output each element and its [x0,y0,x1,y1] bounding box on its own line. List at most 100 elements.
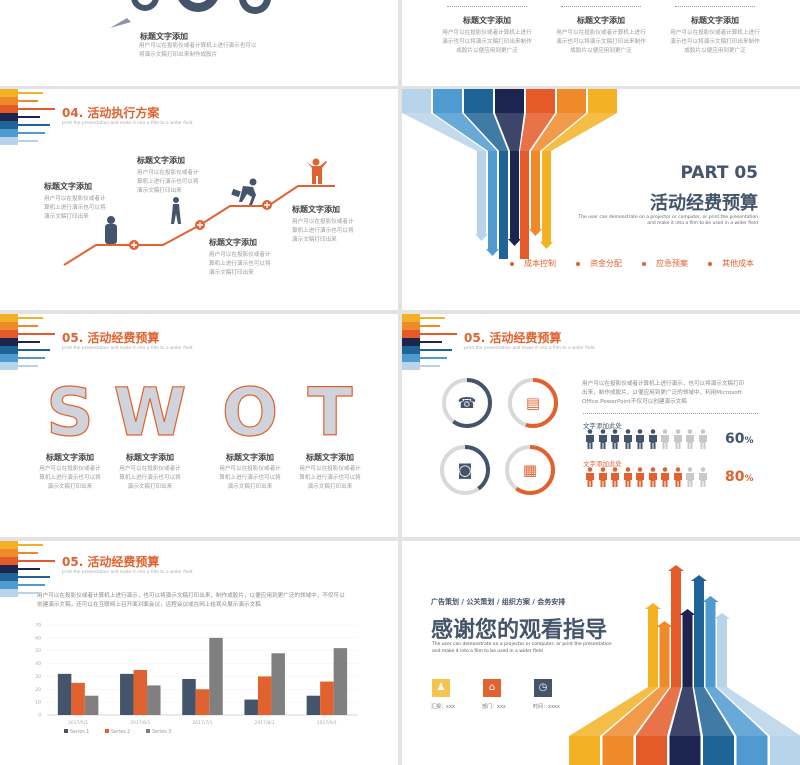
person-icon [661,467,669,487]
person-icon [698,429,707,449]
bar [182,679,196,715]
meta-label: 部门：xxx [482,704,506,710]
rocket-icon [110,18,131,28]
text-line: 用户可以在投影仪或者计 [219,466,281,472]
legend-label: Series 2 [111,729,130,735]
dotted-divider [583,413,758,414]
bullet-label: 资金分配 [590,259,622,268]
progress-ring: ▤ [508,378,558,428]
swot-item: 标题文字添加 用户可以在投影仪或者计 算机上进行演示也可以将 演示文稿打印出来 [205,452,295,492]
column-1: 标题文字添加 用户可以在投影仪或者计算机上进行 演示也可以将演示文稿打印出来制作成… [546,15,656,56]
y-tick-label: 20 [35,687,41,693]
slide-title: 05. 活动经费预算 [464,331,562,345]
slide-title: 05. 活动经费预算 [62,555,160,569]
desc-line: 用户可以在投影仪或者计算机上进行演示，也可以将演示文稿打印出来，制作成胶片，以便… [37,593,345,599]
text-line: 演示也可以将演示文稿打印出来制作 [556,39,646,45]
text-line: 将演示文稿打印出来制作成胶片 [139,52,218,58]
legend-swatch [105,729,109,733]
rising-arrows-graphic [569,565,800,765]
step-0: 标题文字添加 用户可以在投影仪或者计 算机上进行演示也可以将 演示文稿打印出来 [44,181,106,222]
text-line: 用户可以在投影仪或者计 [44,196,106,202]
meta-label: 时间：xxxx [533,704,560,710]
person-icon [648,467,657,487]
text-line: 算机上进行演示也可以将 [39,475,101,481]
people-row [585,467,710,487]
text-line: 算机上进行演示也可以将 [209,261,271,267]
y-tick-label: 30 [35,674,41,680]
text-line: 算机上进行演示也可以将 [292,228,354,234]
slide-part05: PART 05 活动经费预算 The user can demonstrate … [402,89,800,310]
bullet-dot-icon [708,261,712,266]
desc-line: and make it into a film to be used in a … [432,648,543,654]
swot-item: 标题文字添加 用户可以在投影仪或者计 算机上进行演示也可以将 演示文稿打印出来 [25,452,115,492]
desc-line: The user can demonstrate on a projector … [578,215,758,220]
slide-subtitle: print the presentation and make it into … [464,346,595,351]
text-line: 演示也可以将演示文稿打印出来制作 [670,39,760,45]
person-icon [623,429,632,449]
bar [147,685,161,715]
person-icon [698,467,707,487]
swot-letter: W [113,374,187,451]
title: 标题文字添加 [140,32,188,41]
text-line: 演示文稿打印出来 [209,270,254,276]
person-icon [598,429,607,449]
radio-icon: ▦ [523,461,537,479]
text-line: 用户可以在投影仪或者计 [39,466,101,472]
slide-gears: 标题文字添加 用户可以在投影仪或者计算机上进行演示也可以 将演示文稿打印出来制作… [0,0,398,86]
text-line: 算机上进行演示也可以将 [44,205,106,211]
text-line: 用户可以在投影仪或者计算机上进行 [556,30,646,36]
step-3: 标题文字添加 用户可以在投影仪或者计 算机上进行演示也可以将 演示文稿打印出来 [292,204,354,245]
bullet-dot-icon [510,261,514,266]
swot-letter: S [46,374,95,451]
text-line: 演示文稿打印出来 [292,237,337,243]
progress-ring: ▦ [505,445,555,495]
stripes-decoration [0,541,55,597]
x-tick-label: 2017/6/1 [130,720,150,726]
clock-icon: ◷ [534,679,552,697]
person-icon [636,467,644,487]
desc-line: Office PowerPoint不仅可以创建演示文稿 [582,399,687,405]
slide-subtitle: print the presentation and make it into … [62,121,193,126]
x-tick-label: 2017/5/1 [68,720,88,726]
slide-stats: 05. 活动经费预算 print the presentation and ma… [402,314,800,537]
progress-ring: ☎ [442,378,492,428]
video-camera-icon: ◙ [458,461,473,479]
desc-line: 用户可以在投影仪或者计算机上进行演示，也可以将演示文稿打印 [582,381,745,387]
bar [71,682,85,715]
bullet-item: 应急预案 [642,258,688,269]
y-tick-label: 10 [35,700,41,706]
text-line: 算机上进行演示也可以将 [137,179,199,185]
bullet-dot-icon [642,261,646,266]
y-tick-label: 0 [38,713,41,719]
y-tick-label: 50 [35,648,41,654]
slide-title: 05. 活动经费预算 [62,331,160,345]
stat-label: 文字添加此处 [583,422,622,430]
tags: 广告策划 / 公关策划 / 组织方案 / 会务安排 [431,598,566,606]
swot-item: 标题文字添加 用户可以在投影仪或者计 算机上进行演示也可以将 演示文稿打印出来 [105,452,195,492]
x-tick-label: 2017/9/1 [317,720,337,726]
text-line: 演示文稿打印出来 [137,188,182,194]
part-title: 活动经费预算 [650,193,758,214]
text-line: 演示文稿打印出来 [127,484,173,490]
bullet-label: 其他成本 [722,259,754,268]
swot-item: 标题文字添加 用户可以在投影仪或者计 算机上进行演示也可以将 演示文稿打印出来 [285,452,375,492]
desc-line: The user can demonstrate on a projector … [432,642,612,647]
bullet-item: 成本控制 [510,258,556,269]
person-icon [673,429,682,449]
phone-icon: ☎ [458,394,477,412]
slide-swot: 05. 活动经费预算 print the presentation and ma… [0,314,398,537]
text-line: 用户可以在投影仪或者计算机上进行演示也可以 [139,43,257,49]
bar [120,673,134,715]
bar [84,695,99,715]
person-icon [105,178,257,244]
item-title: 标题文字添加 [306,453,354,462]
x-tick-label: 2017/8/1 [255,720,275,726]
y-tick-label: 60 [35,635,41,641]
desc-line: 出来，制作成胶片，以便应用到更广泛的领域中，利用Microsoft [582,390,742,396]
step-title: 标题文字添加 [137,156,185,165]
person-icon [661,429,669,449]
bullet-label: 成本控制 [524,259,556,268]
slide-execution: 04. 活动执行方案 print the presentation and ma… [0,89,398,310]
progress-ring: ◙ [440,445,490,495]
text-line: 演示文稿打印出来 [227,484,273,490]
